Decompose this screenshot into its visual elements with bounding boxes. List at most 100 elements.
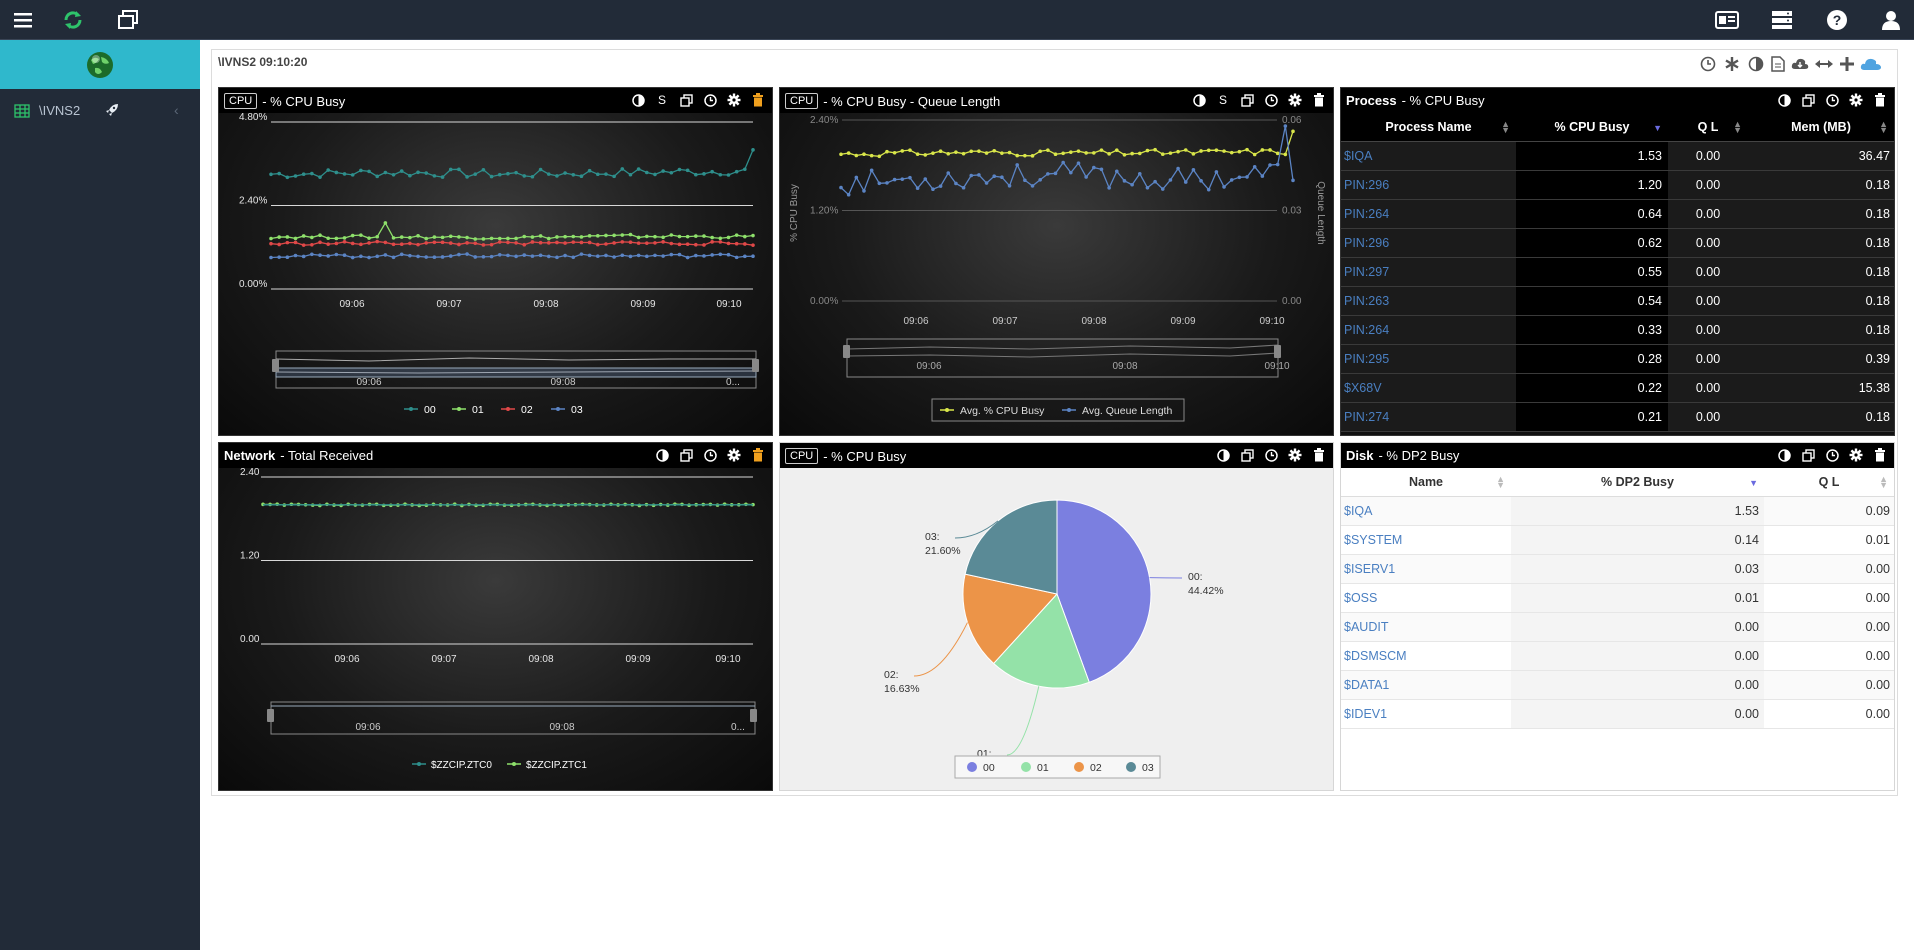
disk-name-link[interactable]: $ISERV1 <box>1341 554 1511 584</box>
document-icon[interactable] <box>1769 55 1787 73</box>
cpu-tag[interactable]: CPU <box>224 93 258 109</box>
clock-icon[interactable] <box>702 447 718 463</box>
table-row[interactable]: PIN:274 0.21 0.00 0.18 <box>1341 402 1894 432</box>
help-icon[interactable]: ? <box>1825 8 1849 32</box>
table-row[interactable]: PIN:264 0.33 0.00 0.18 <box>1341 315 1894 345</box>
table-row[interactable]: PIN:295 0.28 0.00 0.39 <box>1341 344 1894 374</box>
gear-icon[interactable] <box>726 447 742 463</box>
gear-icon[interactable] <box>1848 92 1864 108</box>
user-icon[interactable] <box>1879 8 1903 32</box>
process-name-link[interactable]: $IQA <box>1341 141 1516 171</box>
table-row[interactable]: $IQA 1.53 0.09 <box>1341 496 1894 526</box>
table-row[interactable]: PIN:296 1.20 0.00 0.18 <box>1341 170 1894 200</box>
sidebar-item-node[interactable]: \IVNS2 ‹ <box>0 98 200 124</box>
clock-icon[interactable] <box>1699 55 1717 73</box>
table-row[interactable]: $AUDIT 0.00 0.00 <box>1341 612 1894 642</box>
trash-icon[interactable] <box>1872 447 1888 463</box>
clock-icon[interactable] <box>1263 447 1279 463</box>
collapse-chevron-icon[interactable]: ‹ <box>174 102 179 118</box>
column-header[interactable]: Q L ▲ ▼ <box>1668 113 1748 142</box>
process-name-link[interactable]: PIN:274 <box>1341 402 1516 432</box>
gear-icon[interactable] <box>726 92 742 108</box>
disk-name-link[interactable]: $IDEV1 <box>1341 699 1511 729</box>
process-name-link[interactable]: PIN:263 <box>1341 286 1516 316</box>
contrast-icon[interactable] <box>1776 92 1792 108</box>
clock-icon[interactable] <box>1824 447 1840 463</box>
asterisk-icon[interactable] <box>1723 55 1741 73</box>
copy-icon[interactable] <box>678 92 694 108</box>
windows-icon[interactable] <box>116 8 140 32</box>
table-row[interactable]: $OSS 0.01 0.00 <box>1341 583 1894 613</box>
stack-toggle-button[interactable]: S <box>657 93 666 107</box>
copy-icon[interactable] <box>1800 447 1816 463</box>
column-header[interactable]: Process Name ▲ ▼ <box>1341 113 1516 142</box>
process-name-link[interactable]: PIN:295 <box>1341 344 1516 374</box>
table-row[interactable]: $IQA 1.53 0.00 36.47 <box>1341 141 1894 171</box>
refresh-icon[interactable] <box>61 8 85 32</box>
column-header[interactable]: % DP2 Busy ▼ <box>1511 468 1764 497</box>
process-name-link[interactable]: $X68V <box>1341 373 1516 403</box>
globe-icon[interactable] <box>0 40 200 89</box>
column-header[interactable]: Mem (MB) ▲ ▼ <box>1748 113 1894 142</box>
series-01-point <box>473 237 478 241</box>
copy-icon[interactable] <box>1239 92 1255 108</box>
series-02-point <box>359 242 363 247</box>
table-row[interactable]: $DATA1 0.00 0.00 <box>1341 670 1894 700</box>
clock-icon[interactable] <box>1824 92 1840 108</box>
table-row[interactable]: $X68V 0.22 0.00 15.38 <box>1341 373 1894 403</box>
table-row[interactable]: PIN:297 0.55 0.00 0.18 <box>1341 257 1894 287</box>
trash-icon[interactable] <box>1311 92 1327 108</box>
resize-horizontal-icon[interactable] <box>1815 55 1833 73</box>
table-cell: 15.38 <box>1748 373 1894 403</box>
column-header[interactable]: Q L ▲ ▼ <box>1764 468 1894 497</box>
cloud-download-icon[interactable] <box>1791 55 1809 73</box>
table-row[interactable]: PIN:296 0.62 0.00 0.18 <box>1341 228 1894 258</box>
disk-name-link[interactable]: $IQA <box>1341 496 1511 526</box>
plus-icon[interactable] <box>1838 55 1856 73</box>
copy-icon[interactable] <box>678 447 694 463</box>
process-name-link[interactable]: PIN:296 <box>1341 228 1516 258</box>
column-header[interactable]: Name ▲ ▼ <box>1341 468 1511 497</box>
cpu-tag[interactable]: CPU <box>785 93 819 109</box>
process-name-link[interactable]: PIN:296 <box>1341 170 1516 200</box>
server-icon[interactable] <box>1770 8 1794 32</box>
rocket-icon[interactable] <box>104 102 120 121</box>
table-row[interactable]: $IDEV1 0.00 0.00 <box>1341 699 1894 729</box>
contrast-icon[interactable] <box>630 92 646 108</box>
disk-name-link[interactable]: $SYSTEM <box>1341 525 1511 555</box>
disk-name-link[interactable]: $DSMSCM <box>1341 641 1511 671</box>
gear-icon[interactable] <box>1287 447 1303 463</box>
contrast-icon[interactable] <box>1776 447 1792 463</box>
table-row[interactable]: $SYSTEM 0.14 0.01 <box>1341 525 1894 555</box>
gear-icon[interactable] <box>1287 92 1303 108</box>
dashboard-card-icon[interactable] <box>1715 8 1739 32</box>
process-name-link[interactable]: PIN:264 <box>1341 315 1516 345</box>
process-name-link[interactable]: PIN:264 <box>1341 199 1516 229</box>
contrast-icon[interactable] <box>1215 447 1231 463</box>
column-header[interactable]: % CPU Busy ▼ <box>1516 113 1668 142</box>
contrast-icon[interactable] <box>654 447 670 463</box>
contrast-icon[interactable] <box>1747 55 1765 73</box>
clock-icon[interactable] <box>1263 92 1279 108</box>
trash-icon[interactable] <box>750 447 766 463</box>
disk-name-link[interactable]: $AUDIT <box>1341 612 1511 642</box>
clock-icon[interactable] <box>702 92 718 108</box>
disk-name-link[interactable]: $OSS <box>1341 583 1511 613</box>
table-row[interactable]: PIN:263 0.54 0.00 0.18 <box>1341 286 1894 316</box>
cloud-icon[interactable] <box>1860 55 1882 73</box>
menu-icon[interactable] <box>11 8 35 32</box>
process-name-link[interactable]: PIN:297 <box>1341 257 1516 287</box>
gear-icon[interactable] <box>1848 447 1864 463</box>
table-row[interactable]: $ISERV1 0.03 0.00 <box>1341 554 1894 584</box>
trash-icon[interactable] <box>750 92 766 108</box>
disk-name-link[interactable]: $DATA1 <box>1341 670 1511 700</box>
table-row[interactable]: $DSMSCM 0.00 0.00 <box>1341 641 1894 671</box>
copy-icon[interactable] <box>1239 447 1255 463</box>
trash-icon[interactable] <box>1311 447 1327 463</box>
contrast-icon[interactable] <box>1191 92 1207 108</box>
copy-icon[interactable] <box>1800 92 1816 108</box>
stack-toggle-button[interactable]: S <box>1218 93 1227 107</box>
trash-icon[interactable] <box>1872 92 1888 108</box>
table-row[interactable]: PIN:264 0.64 0.00 0.18 <box>1341 199 1894 229</box>
cpu-tag[interactable]: CPU <box>785 448 819 464</box>
